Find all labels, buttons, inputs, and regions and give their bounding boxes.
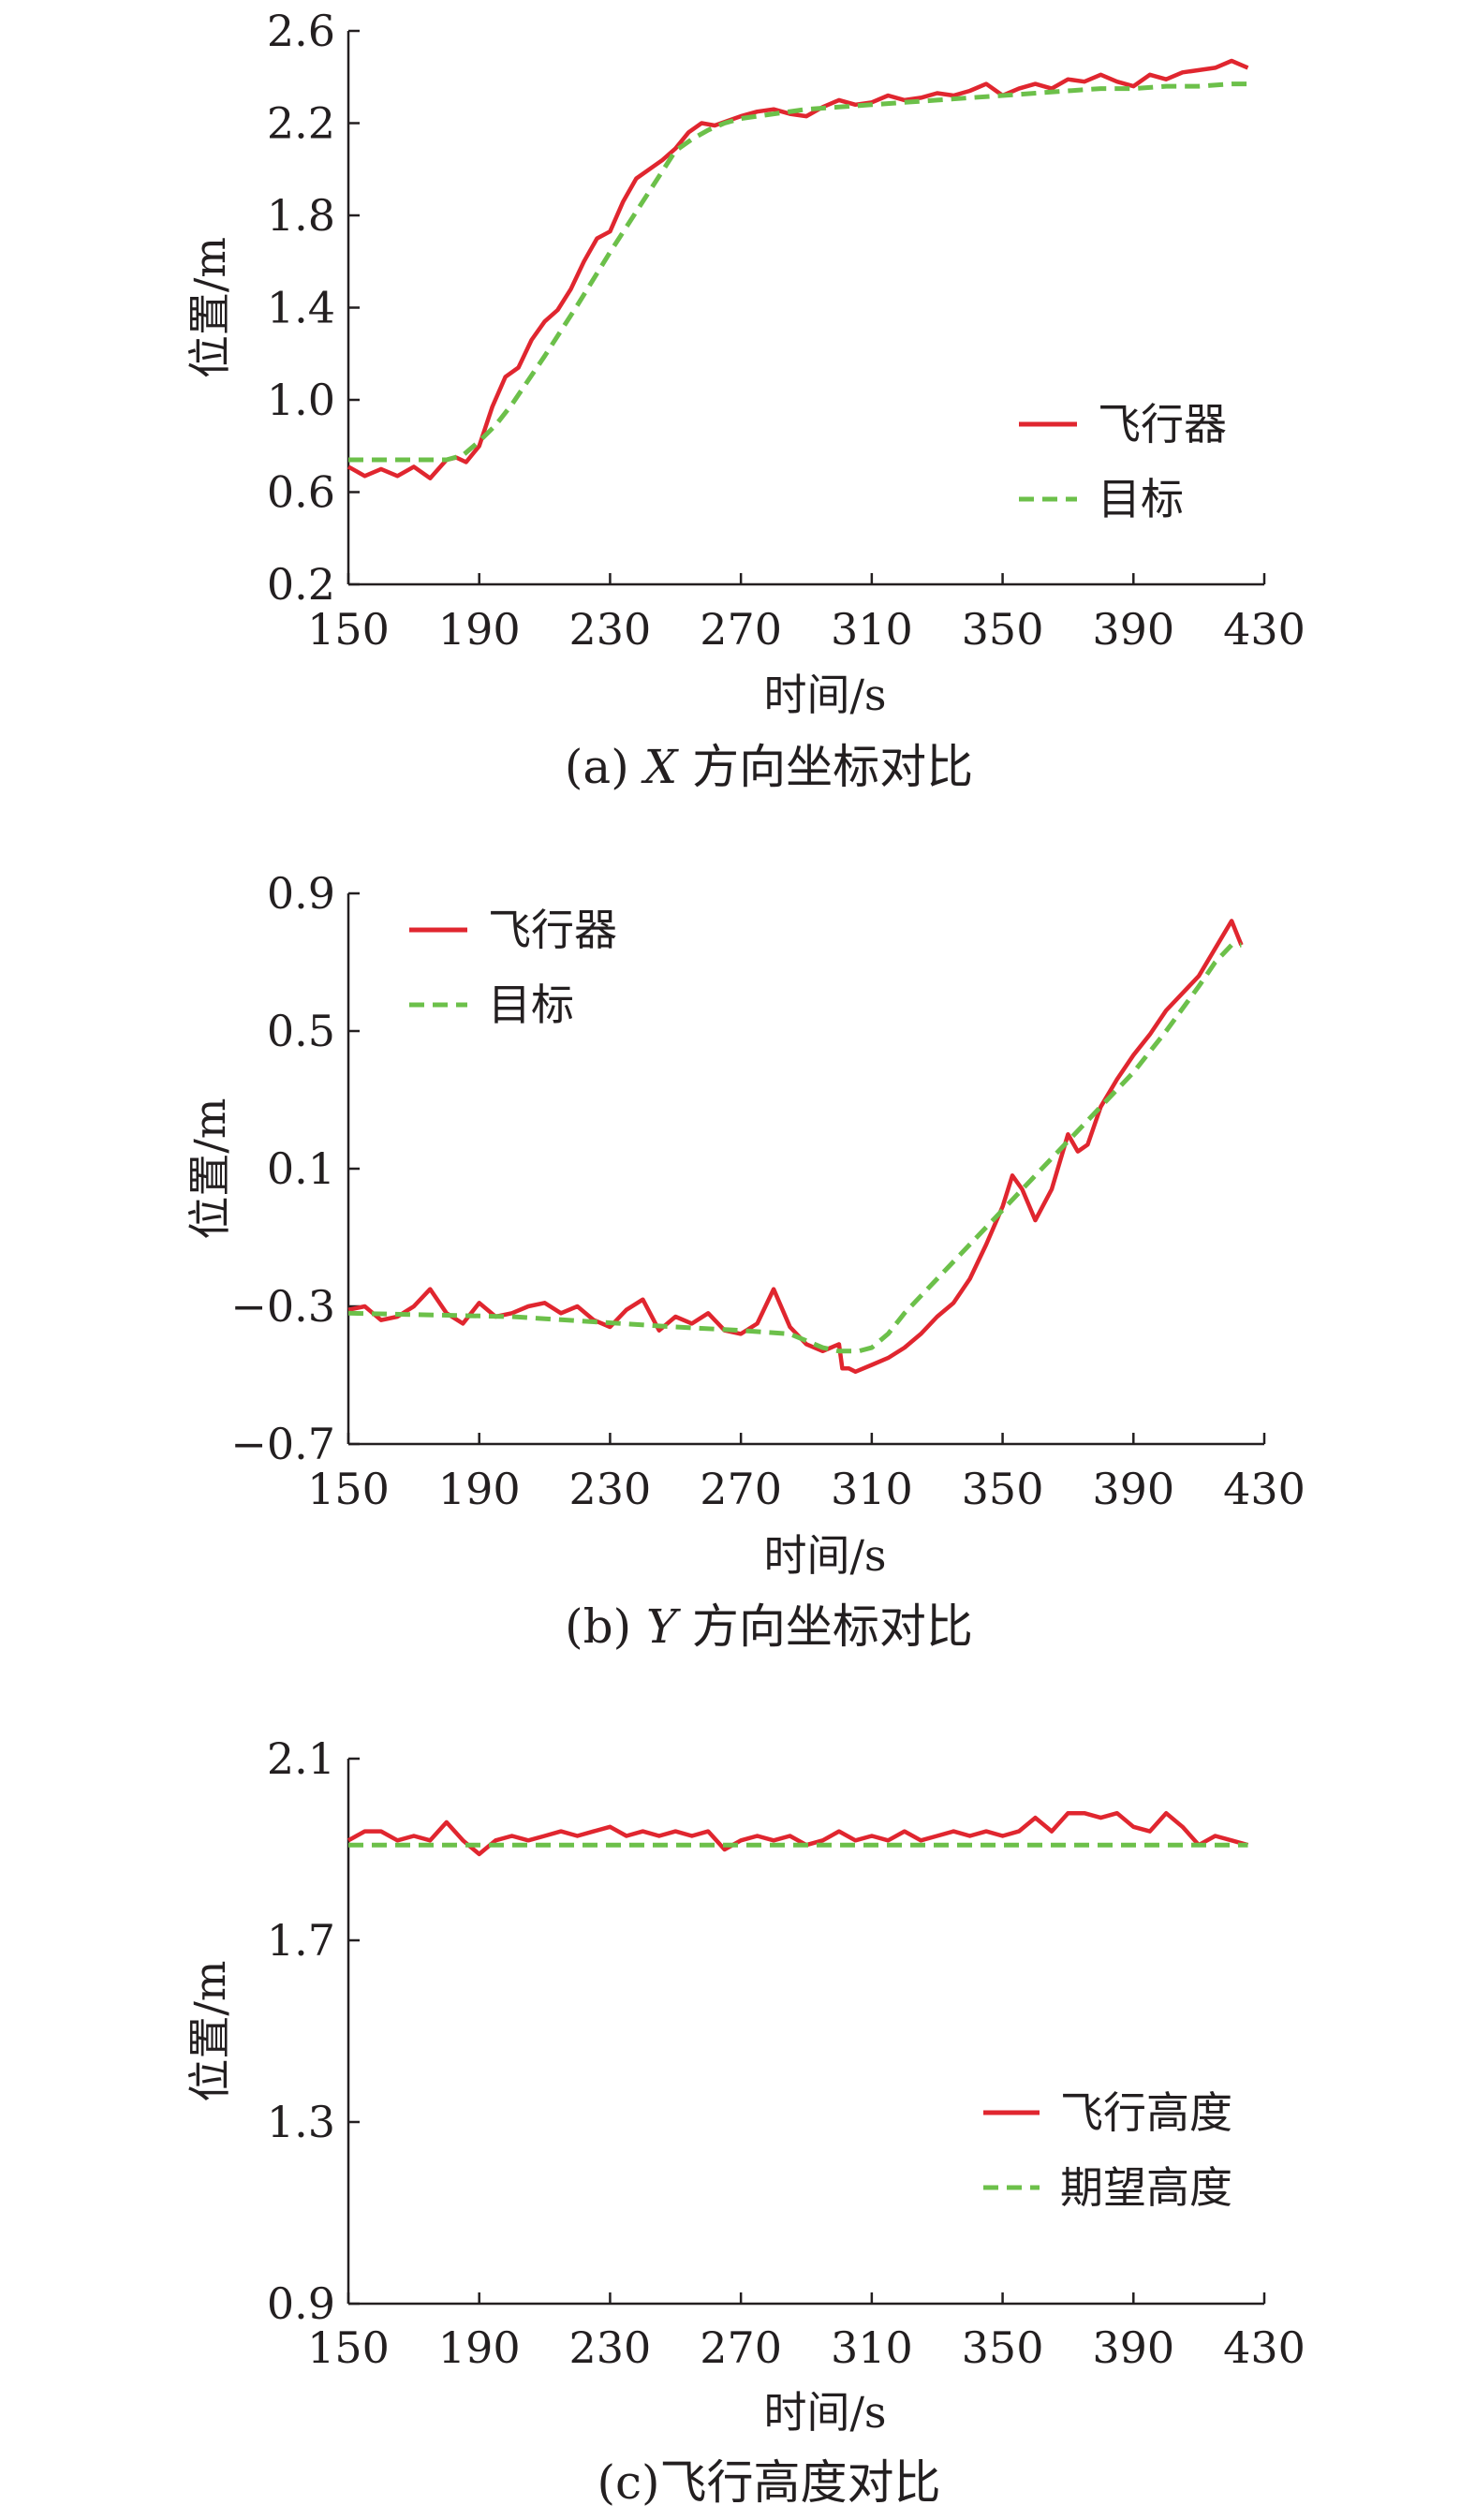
x-tick-label: 190 bbox=[438, 2322, 521, 2373]
y-tick-label: 0.9 bbox=[267, 868, 335, 919]
y-tick-label: 0.6 bbox=[267, 467, 335, 518]
caption-axis-letter: Y bbox=[646, 1599, 681, 1654]
series-line-1 bbox=[347, 1810, 1249, 1857]
x-tick-label: 350 bbox=[962, 1464, 1044, 1514]
series-line-1 bbox=[347, 919, 1244, 1375]
x-tick-label: 430 bbox=[1223, 1464, 1305, 1514]
x-tick-label: 390 bbox=[1092, 604, 1174, 655]
x-axis-title: 时间/s bbox=[763, 1530, 886, 1581]
y-tick-label: 1.8 bbox=[267, 190, 335, 241]
y-tick-label: −0.7 bbox=[230, 1419, 335, 1469]
legend-label: 目标 bbox=[1098, 474, 1184, 524]
figure-caption: (c)飞行高度对比 bbox=[597, 2455, 940, 2510]
figure-caption: (a) X 方向坐标对比 bbox=[565, 740, 973, 794]
x-tick-label: 150 bbox=[307, 2322, 390, 2373]
y-axis-title: 位置/m bbox=[184, 1960, 235, 2101]
x-axis-title: 时间/s bbox=[763, 670, 886, 720]
y-tick-label: 1.3 bbox=[267, 2097, 335, 2147]
x-tick-label: 270 bbox=[700, 1464, 782, 1514]
x-tick-label: 350 bbox=[962, 604, 1044, 655]
x-tick-label: 150 bbox=[307, 604, 390, 655]
legend-label: 飞行高度 bbox=[1060, 2087, 1232, 2138]
chart-panel-1: 150 190 230 270 310 350 390 430 0.2 0.6 1.0 1.4 1.8 2… bbox=[184, 6, 1305, 794]
y-tick-label: 2.1 bbox=[267, 1733, 335, 1784]
x-axis-title: 时间/s bbox=[763, 2387, 886, 2438]
x-tick-label: 430 bbox=[1223, 2322, 1305, 2373]
x-tick-label: 190 bbox=[438, 604, 521, 655]
y-axis-title: 位置/m bbox=[184, 237, 235, 378]
x-tick-label: 270 bbox=[700, 2322, 782, 2373]
y-tick-label: 0.2 bbox=[267, 559, 335, 610]
x-tick-label: 230 bbox=[569, 604, 652, 655]
x-tick-label: 150 bbox=[307, 1464, 390, 1514]
y-tick-label: 0.9 bbox=[267, 2278, 335, 2329]
x-tick-label: 270 bbox=[700, 604, 782, 655]
x-tick-label: 350 bbox=[962, 2322, 1044, 2373]
caption-prefix: (a) bbox=[565, 740, 644, 794]
x-tick-label: 310 bbox=[831, 604, 913, 655]
caption-prefix: (b) bbox=[565, 1599, 646, 1654]
x-tick-label: 310 bbox=[831, 1464, 913, 1514]
y-tick-label: 0.5 bbox=[267, 1006, 335, 1056]
series-line-2 bbox=[347, 942, 1242, 1354]
chart-panel-3: 150 190 230 270 310 350 390 430 0.9 1.3 1.7 2.1 飞行高度… bbox=[184, 1733, 1305, 2510]
x-tick-label: 310 bbox=[831, 2322, 913, 2373]
x-tick-label: 430 bbox=[1223, 604, 1305, 655]
legend-label: 飞行器 bbox=[1098, 399, 1227, 449]
series-line-2 bbox=[348, 81, 1248, 463]
figure-caption: (b) Y 方向坐标对比 bbox=[565, 1599, 973, 1654]
x-tick-label: 230 bbox=[569, 2322, 652, 2373]
caption-prefix: (c)飞行高度对比 bbox=[597, 2455, 940, 2510]
legend-label: 期望高度 bbox=[1060, 2162, 1232, 2213]
x-tick-label: 390 bbox=[1092, 2322, 1174, 2373]
caption-axis-letter: X bbox=[641, 740, 680, 794]
series-line-1 bbox=[347, 58, 1249, 480]
y-axis-title: 位置/m bbox=[184, 1098, 235, 1239]
y-tick-label: 0.1 bbox=[267, 1143, 335, 1194]
y-tick-label: −0.3 bbox=[230, 1281, 335, 1332]
y-tick-label: 2.2 bbox=[267, 98, 335, 149]
y-tick-label: 1.0 bbox=[267, 375, 335, 425]
y-tick-label: 1.4 bbox=[267, 283, 335, 333]
x-tick-label: 390 bbox=[1092, 1464, 1174, 1514]
x-tick-label: 230 bbox=[569, 1464, 652, 1514]
chart-panel-2: 150 190 230 270 310 350 390 430 −0.7 −0.3 0.1 0.5 0.… bbox=[184, 868, 1305, 1654]
legend-label: 飞行器 bbox=[488, 905, 617, 955]
caption-suffix: 方向坐标对比 bbox=[677, 740, 973, 794]
y-tick-label: 2.6 bbox=[267, 6, 335, 56]
y-tick-label: 1.7 bbox=[267, 1915, 335, 1966]
x-tick-label: 190 bbox=[438, 1464, 521, 1514]
caption-suffix: 方向坐标对比 bbox=[677, 1599, 973, 1654]
legend-label: 目标 bbox=[488, 980, 574, 1030]
